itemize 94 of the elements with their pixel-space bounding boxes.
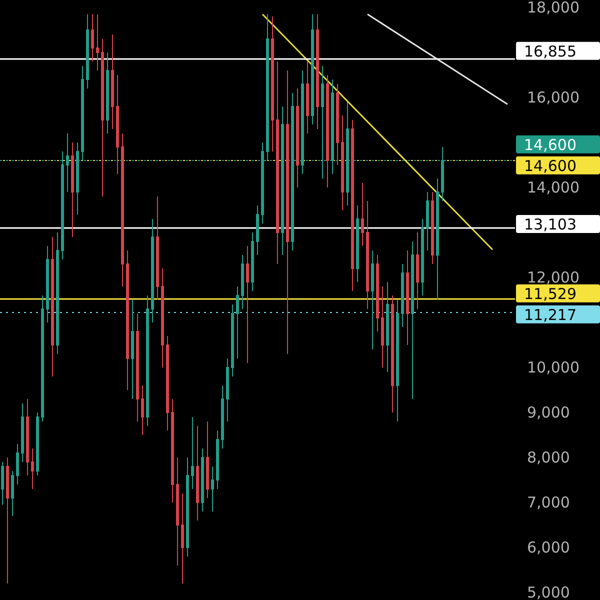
candlestick [421,218,424,296]
candlestick [226,358,229,422]
candlestick [171,398,174,503]
candlestick [36,412,39,476]
y-tick-label: 12,000 [527,268,580,286]
candlestick [86,14,89,89]
ref-line-label: 11,217 [524,306,576,324]
candlestick [191,416,194,490]
candlestick [131,300,134,400]
candlestick [26,398,29,476]
y-tick-label: 8,000 [527,448,570,466]
y-tick-label: 10,000 [527,358,580,376]
candlestick [366,200,369,310]
candlestick [386,282,389,372]
candlestick [6,457,9,584]
candlestick [246,246,249,364]
candlestick [236,286,239,359]
candlestick [251,232,254,292]
candlestick [306,61,309,134]
candlestick [181,493,184,584]
candlestick [381,286,384,368]
candlestick [361,182,364,246]
ref-line-label: 14,600 [524,156,576,175]
candlestick [211,466,214,512]
candlestick [186,457,189,557]
candlestick [391,295,394,413]
candlestick [281,106,284,256]
candlestick [336,84,339,166]
candlestick [311,14,314,125]
candlestick [296,88,299,188]
candlestick [286,70,289,354]
candlestick [116,74,119,174]
candlestick [401,264,404,328]
candlestick [56,232,59,354]
ref-line-label: 14,600 [524,136,576,154]
candlestick [96,14,99,71]
candlestick [356,205,359,282]
candlestick [411,241,414,400]
candlestick [351,120,354,292]
candlestick [161,268,164,368]
candlestick [176,457,179,566]
candlestick [16,444,19,485]
candlestick [21,403,24,462]
candlestick [121,133,124,287]
y-tick-label: 5,000 [527,584,570,600]
candlestick [91,14,94,62]
candlestick [41,295,44,422]
y-tick-label: 9,000 [527,404,570,422]
candlestick [276,61,279,264]
candlestick [426,192,429,251]
candlestick [241,254,244,310]
candlestick [156,196,159,300]
candlestick [51,236,54,377]
candlestick [216,430,219,490]
candlestick [151,218,154,323]
y-tick-label: 18,000 [527,0,580,16]
candlestick [416,232,419,310]
y-tick-label: 6,000 [527,538,570,556]
y-tick-label: 14,000 [527,178,580,196]
candlestick [196,426,199,521]
candlestick [66,133,69,192]
candlestick [111,34,114,130]
ref-line-label: 13,103 [524,216,576,234]
candlestick [221,385,224,449]
candlestick [376,254,379,332]
candlestick [256,205,259,256]
candlestick [341,115,344,210]
candlestick [11,470,14,516]
candlestick [126,250,129,390]
candlestick [71,142,74,238]
candlestick [371,250,374,350]
candlestick [31,448,34,490]
candlestick [46,246,49,323]
y-tick-label: 7,000 [527,494,570,512]
candlestick [396,300,399,422]
candlestick [431,192,434,264]
y-tick-label: 16,000 [527,88,580,106]
candlestick [271,16,274,152]
candlestick [136,313,139,422]
candlestick [206,421,209,498]
candlestick [141,385,144,436]
candlestick [1,462,4,506]
candlestick [146,295,149,426]
ref-line-label: 11,529 [524,284,576,303]
candlestick [406,250,409,346]
candlestick [106,52,109,134]
ref-line-label: 16,855 [524,42,576,60]
candlestick [436,178,439,300]
candlestick [201,448,204,512]
candlestick [316,14,319,130]
candlestick [101,38,104,197]
candlestick [166,336,169,431]
candlestick [231,304,234,377]
candlestick [326,74,329,188]
